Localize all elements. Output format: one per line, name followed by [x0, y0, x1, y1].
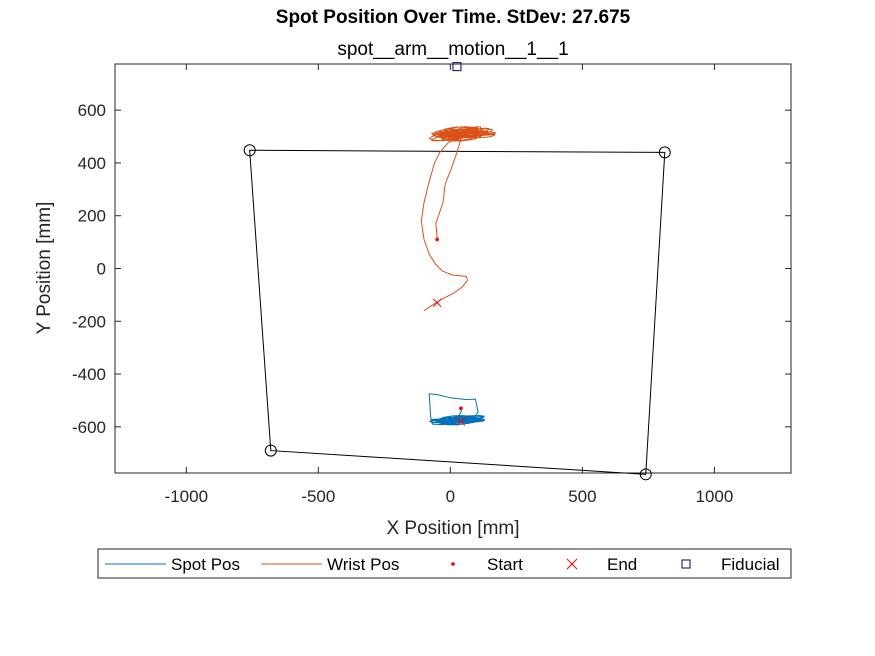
- series-line-wrist-pos: [420, 135, 469, 312]
- end-point: [432, 298, 442, 308]
- boundary-line: [249, 149, 666, 475]
- legend-label-start: Start: [487, 555, 523, 574]
- legend-label-end: End: [607, 555, 637, 574]
- x-tick-label: -1000: [165, 487, 208, 506]
- boundary-marker: [658, 146, 671, 159]
- marker-group: [243, 62, 671, 481]
- boundary-polygon: [249, 149, 666, 475]
- chart-title: Spot Position Over Time. StDev: 27.675: [276, 7, 631, 28]
- series-group: [420, 126, 497, 426]
- boundary-marker: [639, 468, 652, 481]
- legend-swatch-end: [566, 558, 578, 570]
- plot-area: -1000 -500 0 500 1000 -600 -400 -200 0 200 400 600: [72, 62, 792, 506]
- axis-ticks: -1000 -500 0 500 1000 -600 -400 -200 0 200 400 600: [72, 64, 791, 506]
- axes-frame: [114, 63, 792, 474]
- start-point: [459, 406, 463, 411]
- x-tick-label: -500: [301, 487, 335, 506]
- x-tick-label: 500: [568, 487, 596, 506]
- x-axis-label: X Position [mm]: [386, 518, 519, 539]
- end-point: [456, 417, 466, 426]
- series-cluster-wrist-pos: [428, 126, 497, 142]
- chart-subtitle: spot__arm__motion__1__1: [337, 39, 568, 60]
- boundary-marker: [264, 444, 277, 457]
- y-tick-label: -200: [72, 312, 106, 331]
- legend-label-fiducial: Fiducial: [721, 555, 780, 574]
- boundary-marker: [243, 144, 256, 157]
- y-tick-label: 0: [97, 260, 106, 279]
- x-tick-label: 1000: [696, 487, 734, 506]
- legend-box: [97, 548, 792, 579]
- start-point: [435, 237, 439, 242]
- x-tick-label: 0: [446, 487, 455, 506]
- legend-swatch-fiducial: [681, 559, 691, 569]
- y-axis-label: Y Position [mm]: [34, 202, 55, 335]
- legend: Spot Pos Wrist Pos Start End Fiducial: [97, 548, 792, 579]
- y-tick-label: 400: [78, 154, 106, 173]
- fiducial-marker: [452, 62, 462, 72]
- legend-label-wrist-pos: Wrist Pos: [327, 555, 399, 574]
- y-tick-label: 600: [78, 101, 106, 120]
- series-cluster-spot-pos: [428, 414, 486, 426]
- y-tick-label: -400: [72, 365, 106, 384]
- legend-swatch-start: [451, 562, 455, 566]
- series-line-spot-pos: [428, 393, 479, 425]
- y-tick-label: -600: [72, 418, 106, 437]
- y-tick-label: 200: [78, 207, 106, 226]
- legend-label-spot-pos: Spot Pos: [171, 555, 240, 574]
